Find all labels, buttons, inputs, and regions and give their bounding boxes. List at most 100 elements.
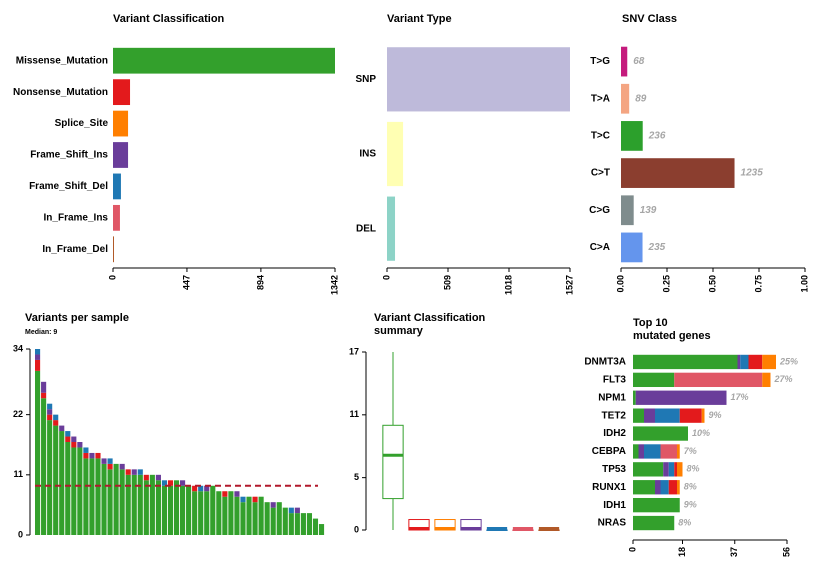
bar-segment: [95, 452, 101, 459]
bar-segment: [748, 354, 763, 370]
bar-segment: [633, 444, 639, 459]
x-tick-label: 0.50: [707, 275, 717, 293]
x-tick-label: 0: [627, 547, 637, 552]
panel-title: Variant Classification: [113, 13, 225, 25]
bar-segment: [59, 431, 65, 535]
gene-label: RUNX1: [592, 482, 626, 493]
bar-segment: [198, 485, 204, 492]
y-tick-label: 17: [349, 346, 359, 356]
bar-segment: [113, 463, 119, 535]
gene-label: NRAS: [598, 518, 627, 529]
bar-segment: [125, 474, 131, 535]
bar-segment: [47, 409, 53, 415]
category-label: Nonsense_Mutation: [13, 87, 108, 98]
panel-title: Top 10: [633, 317, 668, 329]
percent-label: 27%: [774, 374, 793, 384]
category-label: T>C: [591, 131, 610, 142]
percent-label: 25%: [779, 356, 798, 366]
x-tick-label: 1.00: [799, 275, 809, 293]
percent-label: 10%: [692, 428, 710, 438]
bar: [621, 121, 643, 151]
x-tick-label: 0: [381, 275, 391, 280]
bar-segment: [107, 458, 113, 464]
y-tick-label: 0: [354, 524, 359, 534]
bar-segment: [660, 444, 677, 459]
bar-segment: [47, 414, 53, 421]
x-tick-label: 0: [107, 275, 117, 280]
bar-segment: [59, 425, 65, 432]
bar-segment: [198, 491, 204, 535]
bar-segment: [65, 442, 71, 535]
bar-segment: [635, 390, 727, 405]
panel-title: SNV Class: [622, 13, 677, 25]
category-label: C>T: [591, 168, 610, 179]
category-label: C>A: [590, 242, 610, 253]
bar-segment: [192, 485, 198, 492]
bar-segment: [222, 496, 228, 535]
panel-title: mutated genes: [633, 330, 711, 342]
bar-segment: [633, 390, 636, 405]
bar-segment: [137, 469, 143, 475]
gene-label: DNMT3A: [584, 357, 626, 368]
x-tick-label: 509: [442, 275, 452, 290]
category-label: DEL: [356, 223, 376, 234]
bar-segment: [306, 513, 313, 535]
bar-segment: [282, 507, 288, 535]
bar-segment: [234, 496, 240, 535]
bar: [621, 158, 735, 188]
bar: [113, 173, 121, 200]
percent-label: 8%: [684, 482, 697, 492]
bar-segment: [83, 458, 89, 535]
bar-segment: [701, 408, 705, 423]
bar-segment: [270, 502, 276, 508]
bar-segment: [660, 480, 669, 495]
bar-segment: [47, 420, 53, 535]
bar: [621, 232, 643, 263]
bar-segment: [252, 502, 258, 535]
x-tick-label: 56: [781, 547, 791, 557]
bar-segment: [161, 480, 168, 486]
bar-segment: [228, 491, 234, 535]
bar: [621, 83, 630, 114]
bar-segment: [762, 372, 771, 388]
bar-segment: [143, 474, 149, 481]
bar-segment: [107, 463, 113, 470]
bar-segment: [101, 458, 107, 464]
bar-segment: [288, 513, 294, 535]
y-tick-label: 0: [18, 529, 23, 539]
y-tick-label: 34: [13, 343, 23, 353]
bar-segment: [137, 474, 143, 535]
box-body: [486, 529, 508, 531]
panel-title: summary: [374, 325, 424, 337]
bar-segment: [762, 354, 776, 370]
bar-segment: [204, 491, 210, 535]
y-tick-label: 22: [13, 409, 23, 419]
bar-segment: [737, 354, 741, 370]
bar-segment: [155, 474, 161, 481]
bar: [113, 204, 120, 231]
bar-segment: [167, 485, 174, 535]
bar-segment: [633, 408, 644, 423]
x-tick-label: 447: [181, 275, 191, 290]
bar-segment: [655, 408, 680, 423]
gene-label: TP53: [602, 464, 626, 475]
gene-label: FLT3: [603, 374, 627, 385]
gene-label: IDH2: [603, 428, 626, 439]
x-tick-label: 1018: [503, 275, 513, 295]
count-label: 89: [635, 93, 647, 104]
gene-label: IDH1: [603, 500, 626, 511]
count-label: 1235: [741, 168, 764, 179]
bar-segment: [119, 469, 125, 535]
bar-segment: [101, 463, 107, 535]
bar-segment: [77, 442, 83, 448]
bar-segment: [53, 425, 59, 535]
box-body: [538, 529, 560, 531]
bar-segment: [119, 463, 125, 470]
bar-segment: [644, 444, 661, 459]
bar-segment: [155, 480, 161, 535]
bar-segment: [77, 447, 83, 535]
bar-segment: [41, 381, 47, 393]
bar-segment: [35, 349, 41, 355]
percent-label: 17%: [731, 392, 749, 402]
